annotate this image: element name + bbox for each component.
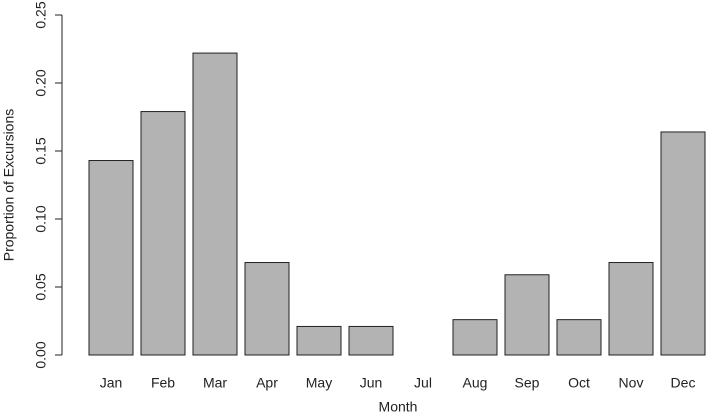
x-tick-label: May (306, 375, 332, 391)
x-tick-label: Jul (414, 375, 432, 391)
bar (556, 319, 602, 356)
x-tick-label: Apr (256, 375, 278, 391)
x-tick-label: Mar (203, 375, 227, 391)
y-tick-label: 0.20 (33, 69, 49, 96)
x-tick-label: Jun (360, 375, 383, 391)
y-tick-label: 0.05 (33, 273, 49, 300)
x-tick-label: Nov (619, 375, 644, 391)
y-tick-label: 0.00 (33, 341, 49, 368)
bar (660, 131, 706, 356)
bar (140, 111, 186, 356)
y-axis-label: Proportion of Excursions (1, 109, 17, 262)
x-tick-label: Dec (671, 375, 696, 391)
x-tick-label: Feb (151, 375, 175, 391)
x-tick-label: Oct (568, 375, 590, 391)
y-tick-label: 0.15 (33, 137, 49, 164)
bar (348, 325, 394, 356)
bar (192, 52, 238, 356)
bar (504, 274, 550, 356)
y-tick-label: 0.25 (33, 1, 49, 28)
y-tick-label: 0.10 (33, 205, 49, 232)
bar (452, 319, 498, 356)
bar (296, 325, 342, 356)
x-tick-label: Aug (463, 375, 488, 391)
x-tick-label: Sep (515, 375, 540, 391)
bar (608, 262, 654, 356)
bar (88, 160, 134, 356)
x-axis-label: Month (379, 399, 418, 415)
bar (244, 262, 290, 356)
x-tick-label: Jan (100, 375, 123, 391)
